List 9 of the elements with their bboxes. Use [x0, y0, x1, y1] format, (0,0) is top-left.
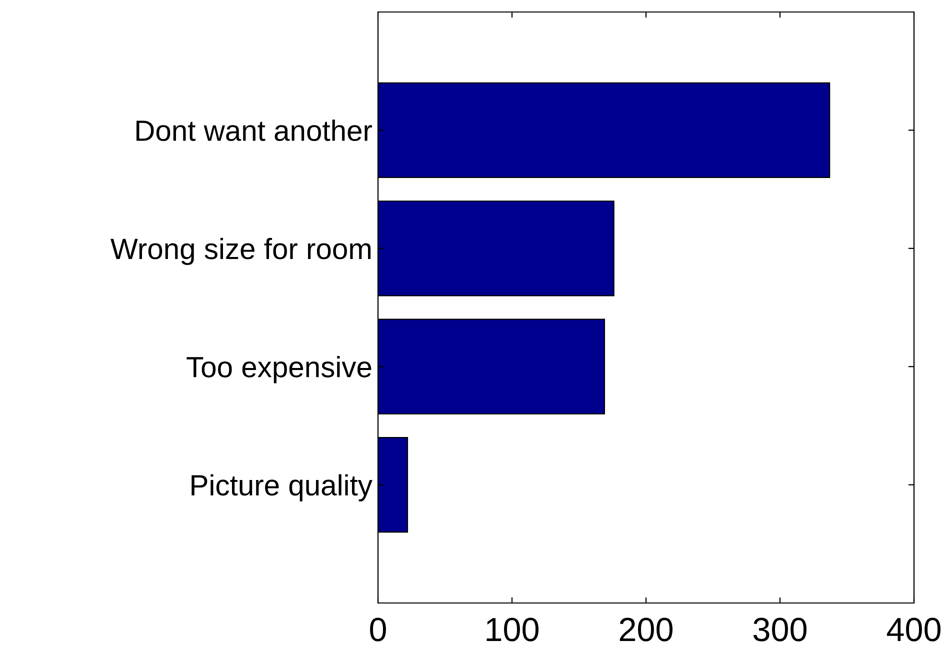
y-tick-label: Wrong size for room	[110, 238, 371, 266]
x-tick-label: 0	[370, 618, 386, 642]
y-tick-label: Too expensive	[186, 356, 372, 384]
y-tick-label: Picture quality	[192, 474, 372, 502]
y-tick-label: Dont want another	[136, 120, 372, 142]
x-tick-label: 100	[486, 618, 539, 642]
x-tick-label: 400	[886, 618, 941, 642]
x-tick-label: 200	[620, 618, 673, 642]
x-tick-label: 300	[753, 618, 807, 642]
